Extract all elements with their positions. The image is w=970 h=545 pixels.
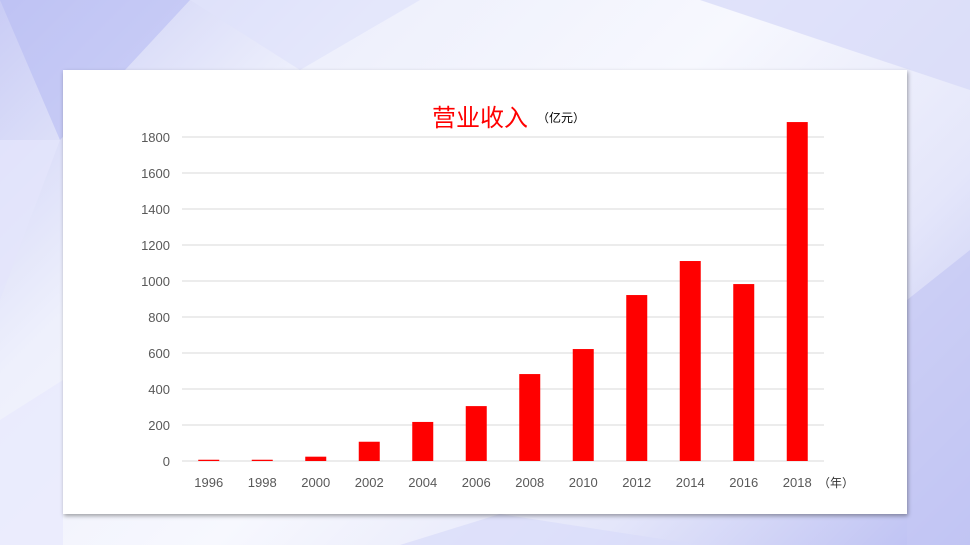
- y-tick-label: 600: [148, 346, 170, 361]
- x-tick-label: 2018: [783, 475, 812, 490]
- y-tick-label: 1400: [141, 202, 170, 217]
- y-tick-label: 200: [148, 418, 170, 433]
- unit-label: （亿元）: [537, 111, 586, 125]
- x-tick-label: 2012: [622, 475, 651, 490]
- x-axis-label: （年）: [818, 476, 855, 490]
- bar-2002: [358, 441, 380, 461]
- bar-2000: [305, 456, 327, 461]
- x-tick-label: 2016: [729, 475, 758, 490]
- bar-2016: [733, 284, 755, 461]
- x-tick-label: 2004: [408, 475, 437, 490]
- bar-2004: [412, 421, 434, 461]
- x-tick-label: 1998: [248, 475, 277, 490]
- bar-2018: [786, 122, 808, 461]
- bar-2006: [465, 406, 487, 461]
- bar-2012: [626, 295, 648, 461]
- y-tick-label: 1200: [141, 238, 170, 253]
- x-tick-label: 2010: [569, 475, 598, 490]
- x-tick-label: 2008: [515, 475, 544, 490]
- y-tick-label: 1000: [141, 274, 170, 289]
- y-tick-label: 1800: [141, 130, 170, 145]
- x-tick-label: 2006: [462, 475, 491, 490]
- y-tick-label: 0: [163, 454, 170, 469]
- bar-1998: [251, 459, 273, 461]
- x-tick-label: 2000: [301, 475, 330, 490]
- y-tick-label: 800: [148, 310, 170, 325]
- bar-2010: [572, 349, 594, 461]
- x-tick-label: 2002: [355, 475, 384, 490]
- bar-2014: [679, 261, 701, 461]
- x-tick-label: 2014: [676, 475, 705, 490]
- bar-2008: [519, 374, 541, 461]
- x-tick-label: 1996: [194, 475, 223, 490]
- bar-1996: [198, 459, 220, 461]
- y-tick-label: 1600: [141, 166, 170, 181]
- y-tick-label: 400: [148, 382, 170, 397]
- chart-title: 营业收入: [432, 104, 528, 132]
